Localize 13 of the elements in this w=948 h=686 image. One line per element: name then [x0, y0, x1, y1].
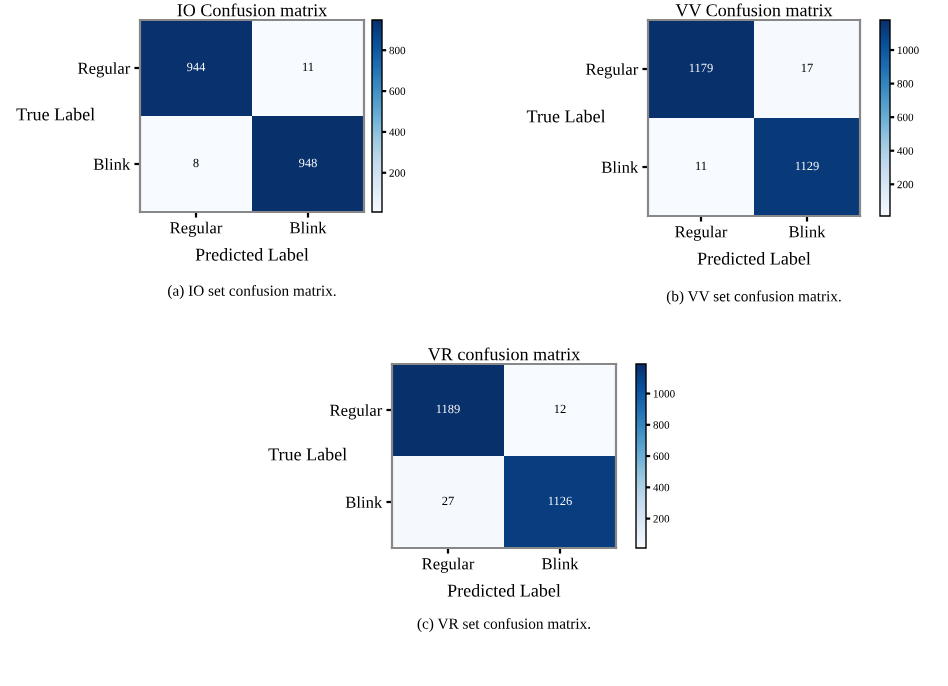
chart-title: IO Confusion matrix	[177, 3, 327, 17]
y-axis-title: True Label	[16, 107, 95, 121]
x-axis-title: Predicted Label	[697, 251, 811, 265]
y-axis-title: True Label	[526, 109, 606, 123]
x-tick-label: Blink	[289, 221, 327, 234]
chart-title: VR confusion matrix	[427, 347, 580, 361]
x-axis-title: Predicted Label	[447, 583, 561, 597]
chart-title: VV Confusion matrix	[675, 3, 833, 17]
y-axis-title: True Label	[268, 447, 347, 461]
x-tick-label: Regular	[675, 225, 728, 241]
x-tick-label: Regular	[170, 221, 223, 237]
x-axis-title: Predicted Label	[195, 247, 309, 261]
x-tick-label: Blink	[788, 225, 826, 238]
